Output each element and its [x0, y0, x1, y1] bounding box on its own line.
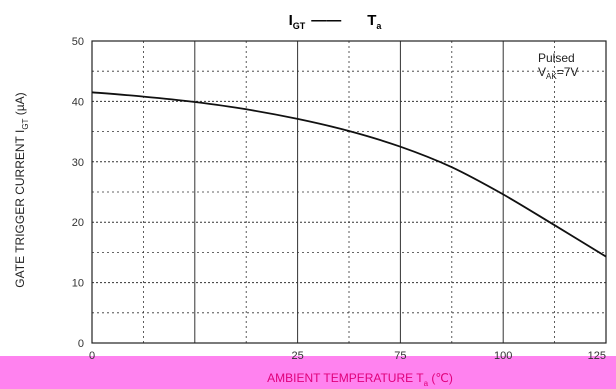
ylabel-sub: GT — [21, 118, 30, 129]
annotation-v: V — [538, 65, 546, 79]
ylabel-unit: (µA) — [13, 92, 27, 118]
y-tick-label: 10 — [72, 278, 84, 290]
annotation-v-rest: =7V — [557, 65, 579, 79]
x-tick-label: 25 — [291, 350, 303, 362]
x-tick-label: 75 — [394, 350, 406, 362]
title-dash: —— — [311, 12, 341, 29]
xlabel-band — [0, 356, 616, 389]
y-tick-label: 0 — [78, 338, 84, 350]
ylabel-main: GATE TRIGGER CURRENT I — [13, 130, 27, 288]
title-right-sub: a — [376, 21, 382, 31]
y-axis-label: GATE TRIGGER CURRENT IGT (µA) — [13, 92, 30, 287]
x-tick-labels: 0 25 75 100 125 — [89, 350, 606, 362]
grid — [92, 41, 606, 343]
x-axis-label: AMBIENT TEMPERATURE Ta (℃) — [267, 371, 453, 388]
xlabel-unit: (℃) — [428, 371, 453, 385]
chart-title: IGT —— Ta — [289, 12, 383, 31]
x-tick-label: 0 — [89, 350, 95, 362]
plot-frame — [91, 40, 607, 344]
y-tick-labels: 0 10 20 30 40 50 — [72, 36, 84, 350]
y-tick-label: 50 — [72, 36, 84, 48]
xlabel-sub: a — [424, 379, 429, 388]
annotation-vak: VAK=7V — [538, 65, 578, 81]
title-left-sub: GT — [293, 21, 306, 31]
x-tick-label: 125 — [588, 350, 606, 362]
title-right-main: T — [367, 12, 376, 29]
annotation-v-sub: AK — [546, 72, 557, 81]
y-tick-label: 30 — [72, 157, 84, 169]
annotation-pulsed: Pulsed — [538, 51, 575, 65]
series-line — [91, 91, 607, 258]
x-tick-label: 100 — [494, 350, 512, 362]
y-tick-label: 20 — [72, 217, 84, 229]
y-tick-label: 40 — [72, 96, 84, 108]
title-left-main: I — [289, 12, 293, 29]
xlabel-main: AMBIENT TEMPERATURE T — [267, 371, 424, 385]
